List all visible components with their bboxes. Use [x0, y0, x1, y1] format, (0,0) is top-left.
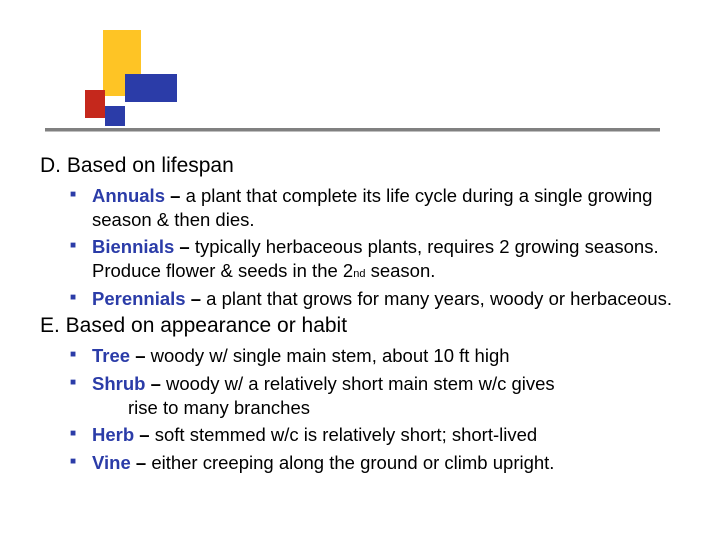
list-item: Biennials – typically herbaceous plants,… [70, 235, 690, 282]
term-vine: Vine [92, 452, 131, 473]
slide-content: D. Based on lifespan Annuals – a plant t… [40, 152, 690, 479]
definition: a plant that grows for many years, woody… [206, 288, 672, 309]
definition: woody w/ single main stem, about 10 ft h… [151, 345, 510, 366]
list-item: Shrub – woody w/ a relatively short main… [70, 372, 690, 419]
section-d-list: Annuals – a plant that complete its life… [70, 184, 690, 310]
definition: either creeping along the ground or clim… [151, 452, 554, 473]
section-e-list: Tree – woody w/ single main stem, about … [70, 344, 690, 474]
horizontal-rule [45, 128, 660, 132]
term-shrub: Shrub [92, 373, 145, 394]
term-tree: Tree [92, 345, 130, 366]
red-block [85, 90, 105, 118]
section-e-heading: E. Based on appearance or habit [40, 314, 690, 338]
list-item: Herb – soft stemmed w/c is relatively sh… [70, 423, 690, 447]
corner-decoration [85, 30, 205, 130]
term-perennials: Perennials [92, 288, 186, 309]
term-herb: Herb [92, 424, 134, 445]
term-annuals: Annuals [92, 185, 165, 206]
definition: woody w/ a relatively short main stem w/… [166, 373, 555, 394]
term-biennials: Biennials [92, 236, 174, 257]
definition: soft stemmed w/c is relatively short; sh… [155, 424, 537, 445]
list-item: Perennials – a plant that grows for many… [70, 287, 690, 311]
list-item: Annuals – a plant that complete its life… [70, 184, 690, 231]
list-item: Tree – woody w/ single main stem, about … [70, 344, 690, 368]
section-d-heading: D. Based on lifespan [40, 154, 690, 178]
list-item: Vine – either creeping along the ground … [70, 451, 690, 475]
blue-block-2 [105, 106, 125, 126]
blue-block-1 [125, 74, 177, 102]
